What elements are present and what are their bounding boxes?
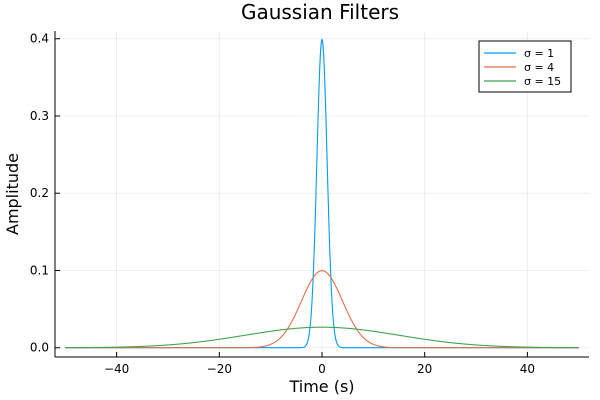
x-tick-label: 40 — [520, 362, 535, 376]
x-axis-label: Time (s) — [288, 377, 354, 396]
y-tick-label: 0.2 — [30, 186, 49, 200]
y-tick-label: 0.1 — [30, 263, 49, 277]
y-ticks: 0.0 0.1 0.2 0.3 0.4 — [30, 32, 60, 355]
y-tick-label: 0.4 — [30, 32, 49, 46]
y-tick-label: 0.0 — [30, 341, 49, 355]
chart-title: Gaussian Filters — [241, 0, 399, 24]
x-tick-label: 0 — [318, 362, 326, 376]
legend-label-1: σ = 1 — [524, 47, 554, 60]
legend-label-3: σ = 15 — [524, 75, 561, 88]
x-tick-label: −40 — [104, 362, 129, 376]
y-axis-label: Amplitude — [3, 153, 22, 235]
x-ticks: −40 −20 0 20 40 — [104, 352, 535, 376]
plot-lines — [65, 38, 579, 349]
legend: σ = 1σ = 4σ = 15 — [478, 40, 572, 93]
legend-label-2: σ = 4 — [524, 61, 554, 74]
x-tick-label: 20 — [417, 362, 432, 376]
x-tick-label: −20 — [207, 362, 232, 376]
series-line-3 — [65, 326, 579, 349]
y-tick-label: 0.3 — [30, 109, 49, 123]
series-line-2 — [65, 270, 579, 349]
